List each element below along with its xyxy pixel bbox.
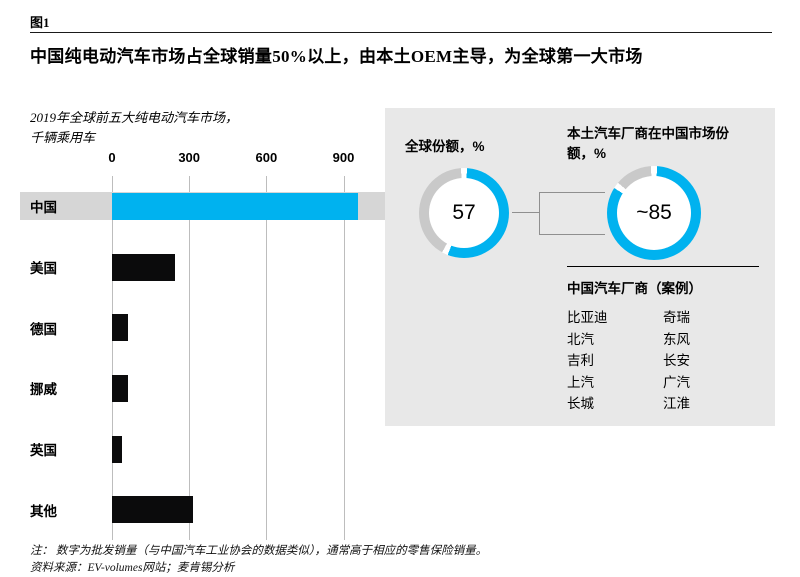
oem-col-2: 奇瑞东风长安广汽江淮	[663, 307, 759, 415]
x-tick-900: 900	[332, 150, 355, 165]
gridline-600	[266, 176, 268, 540]
bar-category-label: 其他	[30, 503, 57, 519]
gridline-300	[189, 176, 191, 540]
footnote-note: 注： 数字为批发销量（与中国汽车工业协会的数据类似），通常高于相应的零售保险销量…	[30, 545, 488, 557]
donut-value: ~85	[636, 201, 672, 224]
connector-line	[539, 234, 605, 235]
connector-line	[512, 212, 539, 213]
figure-label: 图1	[30, 15, 50, 30]
oem-name: 东风	[663, 331, 690, 347]
bar-segment	[112, 314, 129, 342]
bar-row-5: 其他	[30, 479, 395, 540]
connector-line	[539, 192, 540, 235]
share-panel: 全球份额，% 57 本土汽车厂商在中国市场份额，% ~85 中国汽车厂商（案例）…	[385, 108, 775, 426]
bar-row-3: 挪威	[30, 358, 395, 419]
local-oem-share-label: 本土汽车厂商在中国市场份额，%	[567, 126, 729, 162]
oem-name: 广汽	[663, 374, 690, 390]
bar-track	[112, 176, 395, 237]
bar-row-4: 英国	[30, 419, 395, 480]
bar-row-0: 中国	[30, 176, 395, 237]
bar-category-label: 美国	[30, 261, 57, 276]
bar-rows: 中国美国德国挪威英国其他	[30, 176, 395, 540]
chart-subtitle-line1: 2019年全球前五大纯电动汽车市场，	[30, 110, 239, 125]
page-title: 中国纯电动汽车市场占全球销量50%以上，由本土OEM主导，为全球第一大市场	[30, 47, 643, 66]
bar-track	[112, 419, 395, 480]
bar-row-2: 德国	[30, 297, 395, 358]
x-tick-0: 0	[108, 150, 116, 165]
connector-line	[539, 192, 605, 193]
header-rule	[30, 32, 772, 33]
x-tick-600: 600	[255, 150, 278, 165]
donut-value: 57	[452, 201, 476, 224]
global-share-label: 全球份额，%	[405, 139, 485, 154]
oem-col-1: 比亚迪北汽吉利上汽长城	[567, 307, 663, 415]
bar-category-label: 英国	[30, 443, 57, 459]
oem-name: 奇瑞	[663, 310, 690, 325]
donut-ring	[607, 166, 701, 260]
plot-gridlines	[112, 176, 395, 540]
oem-name: 北汽	[567, 331, 594, 347]
oem-name: 长安	[663, 353, 690, 369]
donut-ring	[419, 168, 509, 258]
oem-name: 吉利	[567, 353, 594, 369]
oem-name: 江淮	[663, 396, 690, 412]
bar-segment	[112, 496, 194, 524]
footnotes: 注： 数字为批发销量（与中国汽车工业协会的数据类似），通常高于相应的零售保险销量…	[30, 543, 750, 576]
oem-columns: 比亚迪北汽吉利上汽长城 奇瑞东风长安广汽江淮	[567, 307, 759, 415]
bar-track	[112, 479, 395, 540]
bar-track	[112, 237, 395, 298]
bar-category-label: 中国	[30, 200, 57, 216]
x-axis-ticks: 0 300 600 900	[108, 150, 395, 168]
bar-segment	[112, 192, 359, 220]
oem-box-title: 中国汽车厂商（案例）	[567, 281, 702, 296]
chart-subtitle-unit: 千辆乘用车	[30, 129, 96, 145]
bar-segment	[112, 435, 122, 463]
chart-subtitle: 2019年全球前五大纯电动汽车市场， 千辆乘用车	[30, 108, 238, 147]
oem-name: 比亚迪	[567, 310, 608, 325]
x-tick-300: 300	[178, 150, 201, 165]
oem-name: 长城	[567, 396, 594, 412]
bar-category-label: 德国	[30, 321, 57, 337]
gridline-900	[343, 176, 345, 540]
bar-chart: 0 300 600 900 中国美国德国挪威英国其他	[30, 150, 395, 540]
bar-segment	[112, 374, 128, 402]
oem-box: 中国汽车厂商（案例） 比亚迪北汽吉利上汽长城 奇瑞东风长安广汽江淮	[567, 266, 759, 415]
bar-track	[112, 358, 395, 419]
bar-segment	[112, 253, 176, 281]
gridline-0	[112, 176, 113, 540]
donut-local-oem-share: ~85	[607, 166, 701, 260]
bar-category-label: 挪威	[30, 382, 57, 398]
bar-row-1: 美国	[30, 237, 395, 298]
donut-global-share: 57	[419, 168, 509, 258]
bar-track	[112, 297, 395, 358]
footnote-source: 资料来源：EV-volumes网站；麦肯锡分析	[30, 561, 235, 574]
oem-name: 上汽	[567, 374, 594, 390]
